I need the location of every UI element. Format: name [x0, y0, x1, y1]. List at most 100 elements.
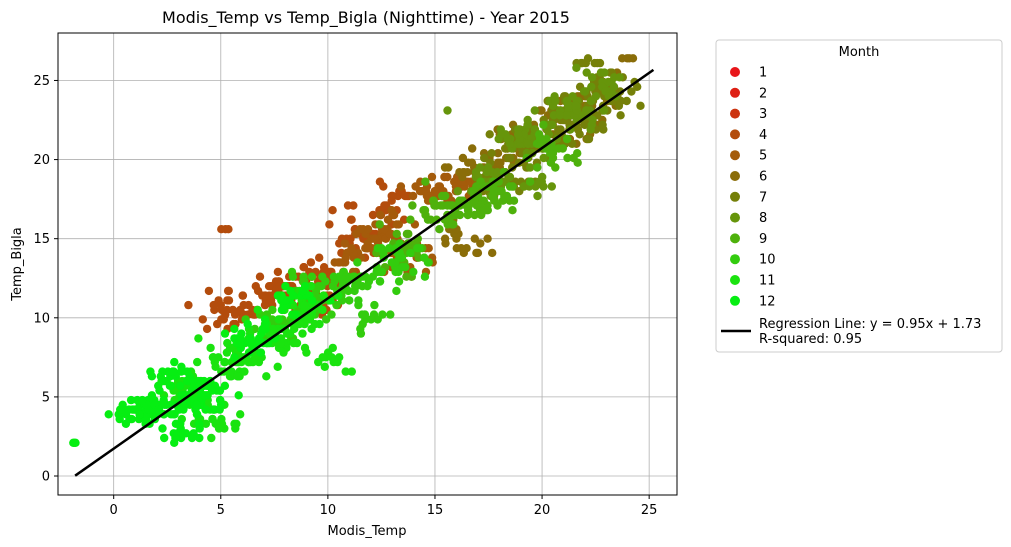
data-point [353, 258, 362, 267]
x-tick-label: 20 [534, 503, 551, 518]
data-point [275, 282, 284, 291]
data-point [427, 172, 437, 182]
legend-marker-month-6 [730, 171, 740, 181]
data-point [243, 319, 252, 329]
data-point [342, 272, 351, 281]
data-point [530, 106, 539, 115]
data-point [542, 134, 551, 144]
data-point [217, 414, 226, 424]
data-point [494, 134, 503, 144]
data-point [206, 343, 215, 353]
data-point [398, 263, 407, 272]
data-point [198, 315, 207, 324]
data-point [487, 149, 496, 158]
data-point [441, 191, 450, 201]
data-point [273, 362, 282, 371]
data-point [406, 215, 415, 224]
data-point [211, 362, 220, 371]
legend-marker-month-4 [730, 129, 740, 140]
data-point [586, 96, 596, 106]
data-point [189, 429, 198, 438]
data-point [231, 424, 240, 433]
y-tick-label: 25 [33, 74, 50, 89]
data-point [376, 210, 385, 220]
data-point [154, 381, 163, 390]
data-point [384, 244, 394, 253]
data-point [354, 300, 363, 310]
data-point [615, 73, 624, 82]
data-point [315, 253, 324, 262]
data-point [356, 225, 365, 234]
data-point [392, 220, 401, 229]
data-point [328, 343, 337, 353]
plot-frame [57, 32, 678, 496]
data-point [563, 153, 572, 163]
data-point [551, 163, 560, 172]
x-axis-label: Modis_Temp [328, 524, 407, 539]
data-point [525, 177, 535, 186]
data-point [168, 367, 178, 376]
data-point [547, 182, 556, 191]
data-point [563, 101, 573, 111]
data-point [201, 419, 211, 428]
data-point [165, 381, 175, 390]
data-point [215, 386, 224, 395]
legend-marker-month-5 [730, 150, 740, 161]
data-point [377, 244, 386, 253]
data-point [277, 291, 286, 300]
y-tick-label: 20 [33, 153, 50, 168]
data-point [286, 286, 295, 296]
x-tick-label: 15 [427, 503, 444, 518]
legend-label-month-2: 2 [759, 86, 767, 101]
data-point [467, 158, 477, 167]
data-point [618, 54, 627, 63]
data-point [523, 115, 532, 125]
data-point [322, 315, 331, 324]
data-point [176, 419, 185, 428]
y-tick-label: 0 [42, 470, 50, 485]
legend-marker-month-3 [730, 108, 740, 119]
data-point [449, 210, 459, 220]
data-point [170, 357, 179, 367]
data-point [318, 353, 327, 362]
legend-label-month-10: 10 [759, 253, 776, 268]
data-point [315, 319, 324, 329]
data-point [514, 130, 523, 139]
data-point [156, 372, 165, 381]
data-point [268, 305, 277, 315]
data-point [176, 381, 185, 390]
data-point [396, 182, 406, 191]
data-point [470, 234, 479, 243]
data-point [204, 286, 214, 296]
data-point [616, 111, 625, 120]
data-point [485, 130, 494, 139]
data-point [223, 286, 233, 296]
data-point [320, 362, 329, 371]
data-point [208, 414, 217, 424]
y-tick-label: 10 [33, 311, 50, 326]
data-point [595, 58, 605, 68]
legend-r-squared-label: R-squared: 0.95 [759, 332, 862, 347]
data-point [375, 220, 384, 229]
chart-title: Modis_Temp vs Temp_Bigla (Nighttime) - Y… [162, 8, 570, 28]
data-point [298, 329, 307, 338]
data-point [230, 324, 239, 334]
data-point [341, 367, 350, 376]
data-point [308, 296, 317, 305]
data-point [194, 334, 203, 343]
legend-marker-month-8 [730, 212, 740, 223]
data-point [121, 419, 131, 428]
data-point [409, 267, 418, 277]
data-point [346, 215, 356, 224]
data-point [223, 338, 232, 348]
legend-label-month-9: 9 [759, 232, 767, 247]
data-point [274, 315, 283, 324]
regression-line-group [74, 68, 655, 477]
data-point [330, 258, 339, 267]
data-point [600, 68, 609, 77]
data-point [453, 187, 462, 196]
data-point [343, 201, 353, 210]
data-point [182, 367, 192, 376]
